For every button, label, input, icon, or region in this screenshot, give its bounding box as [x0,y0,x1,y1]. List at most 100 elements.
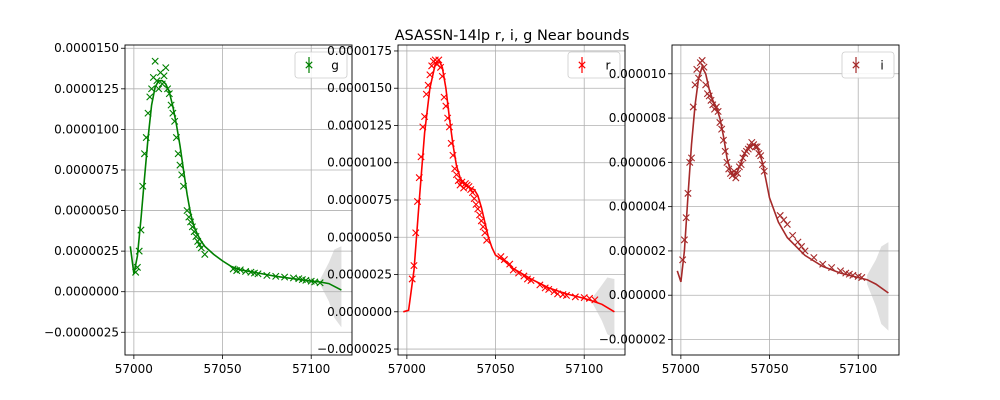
data-point [436,63,445,71]
data-point [687,154,696,162]
data-point [591,296,599,304]
plot-area [676,56,889,331]
data-point [721,147,729,155]
data-point [728,172,736,180]
data-point [426,71,434,79]
data-point [716,118,724,127]
data-point [163,85,172,93]
data-point [470,194,478,203]
x-tick-label: 57050 [476,362,514,376]
data-point [272,272,280,280]
data-point [751,143,759,151]
data-point [171,117,179,125]
data-point [719,136,728,144]
data-point [447,139,455,147]
y-tick-label: 0.0000150 [54,41,119,55]
data-point [723,158,731,166]
data-point [828,263,836,272]
legend-label: r [606,59,611,73]
y-tick-label: 0.0000025 [54,244,119,258]
data-point [197,244,205,252]
data-point [153,77,161,85]
panel-r: 57000 57050 57100 −0.0000025 0.0000000 0.0000… [317,44,626,376]
data-point [140,150,149,158]
plot-area [403,56,615,339]
data-point [689,103,697,111]
x-tick-label: 57000 [115,362,153,376]
data-point [452,171,461,179]
data-point [536,281,544,289]
y-tick-label: 0.0000100 [54,122,119,136]
legend-box [841,51,895,79]
data-point [449,151,457,159]
y-tick-label: −0.0000025 [44,325,119,339]
data-point [444,114,452,122]
data-point [481,229,489,237]
data-point [422,90,430,98]
x-tick-label: 57050 [203,362,241,376]
data-point [417,153,425,161]
uncertainty-band [320,246,342,328]
data-point [718,125,726,133]
data-point [858,273,866,282]
data-point [506,260,514,268]
data-point [527,276,535,285]
y-tick-label: 0.0000000 [54,285,119,299]
y-tick-label: 0.000008 [609,111,666,125]
data-point [684,189,692,197]
data-point [836,267,845,275]
data-point [758,160,767,169]
legend-box [294,51,348,79]
data-point [468,188,477,197]
data-point [421,112,429,121]
data-point [139,182,147,190]
data-point [428,62,436,70]
data-point [571,293,579,301]
data-point [479,223,487,231]
legend-label: i [880,59,883,73]
data-point [483,236,491,244]
panel-i: 57000 57050 57100 −0.000002 0.000000 0.000002… [599,44,900,376]
legend-label: g [331,59,339,73]
data-point [472,200,480,209]
data-point [810,253,818,262]
data-point [133,263,142,271]
data-point [188,223,196,231]
data-point [739,154,747,162]
data-point [794,238,802,246]
data-point [178,171,186,179]
data-point [705,92,713,100]
legend: r [567,51,621,79]
data-point [760,167,768,175]
data-point [263,271,271,280]
data-point [442,102,450,110]
data-point [174,150,182,158]
data-point [408,275,416,283]
data-point [413,197,422,206]
data-point [135,247,143,255]
data-point [183,206,191,215]
data-point [797,242,806,251]
data-point [474,205,482,213]
legend-marker [578,57,586,73]
y-tick-label: 0.0000125 [327,118,392,132]
data-point [695,74,703,82]
data-point [550,288,558,296]
data-point [753,143,761,151]
data-point [148,85,156,93]
data-point [192,232,200,241]
y-tick-label: −0.000002 [599,333,666,347]
data-point [146,93,154,101]
data-point [176,161,184,169]
x-tick-label: 57100 [292,362,330,376]
legend-box [567,51,621,79]
data-point [714,107,722,116]
data-point [132,268,140,276]
data-point [151,57,159,65]
y-tick-label: 0.000006 [609,155,666,169]
y-tick-label: 0.000002 [609,244,666,258]
data-point [137,226,145,234]
y-tick-label: 0.0000100 [327,156,392,170]
data-point [562,291,571,299]
